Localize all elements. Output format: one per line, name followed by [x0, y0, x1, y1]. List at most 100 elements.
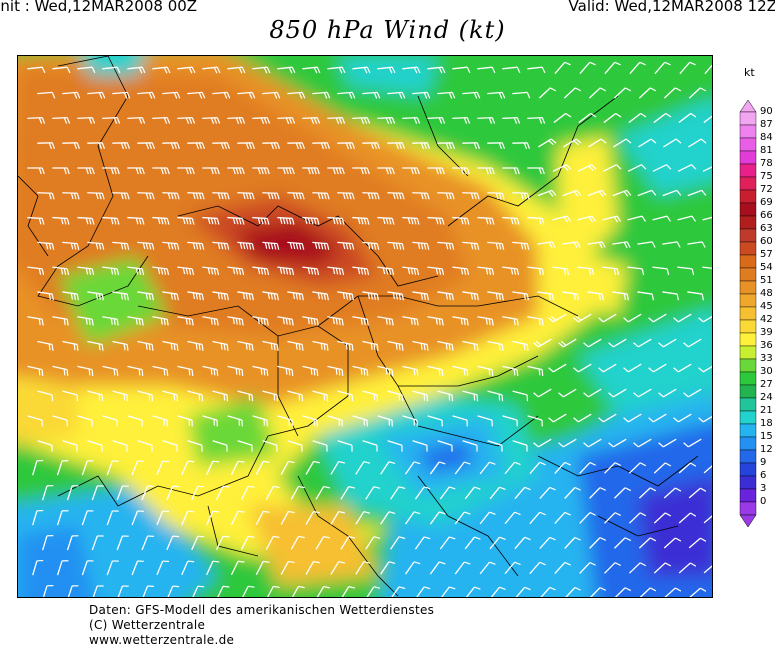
wind-barb: [127, 415, 143, 427]
legend-arrow-top: [739, 100, 757, 113]
wind-barb: [312, 142, 331, 150]
wind-barb: [479, 461, 496, 475]
wind-barb: [181, 510, 195, 526]
wind-barb: [337, 440, 353, 452]
wind-barb: [62, 192, 80, 200]
wind-barb: [562, 291, 579, 301]
wind-barb: [529, 461, 546, 475]
legend-label-15: 15: [760, 431, 773, 442]
wind-barb: [687, 189, 707, 197]
wind-barb: [554, 561, 571, 574]
wind-barb: [27, 266, 45, 276]
wind-barb: [627, 215, 646, 222]
wind-barb: [427, 266, 445, 276]
legend-swatch-75: [739, 176, 757, 191]
wind-barb: [252, 415, 268, 427]
wind-barb: [663, 138, 682, 148]
wind-barb: [212, 440, 228, 452]
wind-barb: [452, 365, 469, 377]
wind-barb: [477, 266, 495, 276]
legend-swatch-60: [739, 241, 757, 256]
wind-barb: [412, 192, 430, 200]
wind-barb: [402, 365, 419, 377]
wind-barb: [37, 241, 55, 250]
wind-barb: [255, 460, 270, 475]
wind-barb: [202, 167, 220, 175]
credit-line-copyright: (C) Wetterzentrale: [89, 618, 206, 632]
wind-barb: [312, 241, 330, 250]
legend-swatch-21: [739, 410, 757, 425]
wind-barb: [102, 216, 120, 225]
legend-label-84: 84: [760, 132, 773, 143]
wind-barb: [262, 142, 281, 150]
wind-barb: [537, 241, 556, 249]
wind-barb: [608, 338, 627, 348]
wind-barb: [166, 485, 180, 501]
wind-barb: [337, 340, 354, 351]
wind-barb: [380, 561, 396, 575]
legend-label-90: 90: [760, 106, 773, 117]
wind-barb: [678, 112, 697, 124]
wind-barb: [577, 266, 595, 276]
wind-barb: [427, 116, 446, 124]
legend-swatch-69: [739, 202, 757, 217]
wind-barb: [402, 216, 420, 225]
wind-barb: [683, 338, 702, 348]
wind-barb: [587, 291, 604, 301]
wind-barb: [402, 167, 420, 175]
wind-barb: [177, 216, 195, 225]
wind-barb: [305, 560, 320, 575]
wind-barb: [703, 465, 712, 474]
wind-barb: [340, 486, 356, 500]
wind-barb: [462, 390, 479, 402]
wind-barb: [162, 291, 179, 301]
wind-barb: [341, 586, 356, 597]
wind-barb: [187, 340, 204, 351]
wind-barb: [177, 266, 195, 276]
wind-barb: [637, 189, 657, 197]
wind-barb: [437, 142, 456, 150]
wind-barb: [252, 66, 271, 74]
wind-barb: [66, 485, 79, 501]
wind-barb: [464, 536, 481, 550]
wind-barb: [240, 485, 255, 500]
wind-barb: [312, 340, 329, 351]
wind-barb: [32, 509, 44, 526]
wind-barb: [577, 164, 597, 172]
wind-barb: [280, 460, 295, 475]
wind-barb: [227, 266, 245, 276]
wind-barb: [287, 340, 304, 351]
wind-barb: [529, 511, 546, 525]
wind-barb: [414, 486, 431, 500]
wind-barb: [27, 415, 43, 427]
wind-barb: [312, 291, 329, 301]
wind-barb: [87, 241, 105, 250]
wind-barb: [514, 486, 531, 500]
wind-barb: [227, 365, 244, 377]
wind-barb: [512, 390, 529, 402]
wind-barb: [62, 340, 79, 351]
wind-barb: [452, 216, 470, 225]
wind-barb: [604, 562, 622, 574]
wind-barb: [337, 192, 355, 200]
wind-barb: [662, 241, 681, 248]
legend-swatch-54: [739, 267, 757, 282]
wind-barb: [688, 87, 707, 99]
wind-barb: [87, 340, 104, 351]
wind-barb: [227, 415, 243, 427]
wind-barb: [77, 365, 94, 377]
wind-barb: [439, 486, 456, 500]
wind-barb: [290, 485, 305, 500]
wind-barb: [230, 510, 245, 526]
wind-barb: [327, 216, 345, 225]
wind-barb: [252, 365, 269, 377]
wind-barb: [102, 266, 120, 276]
wind-barb: [67, 585, 79, 597]
wind-barb: [302, 266, 320, 276]
wind-barb: [141, 485, 154, 501]
wind-barb: [87, 291, 104, 301]
wind-barb: [664, 587, 682, 597]
legend-label-12: 12: [760, 444, 773, 455]
wind-barb: [302, 365, 319, 377]
wind-barb: [112, 440, 128, 452]
